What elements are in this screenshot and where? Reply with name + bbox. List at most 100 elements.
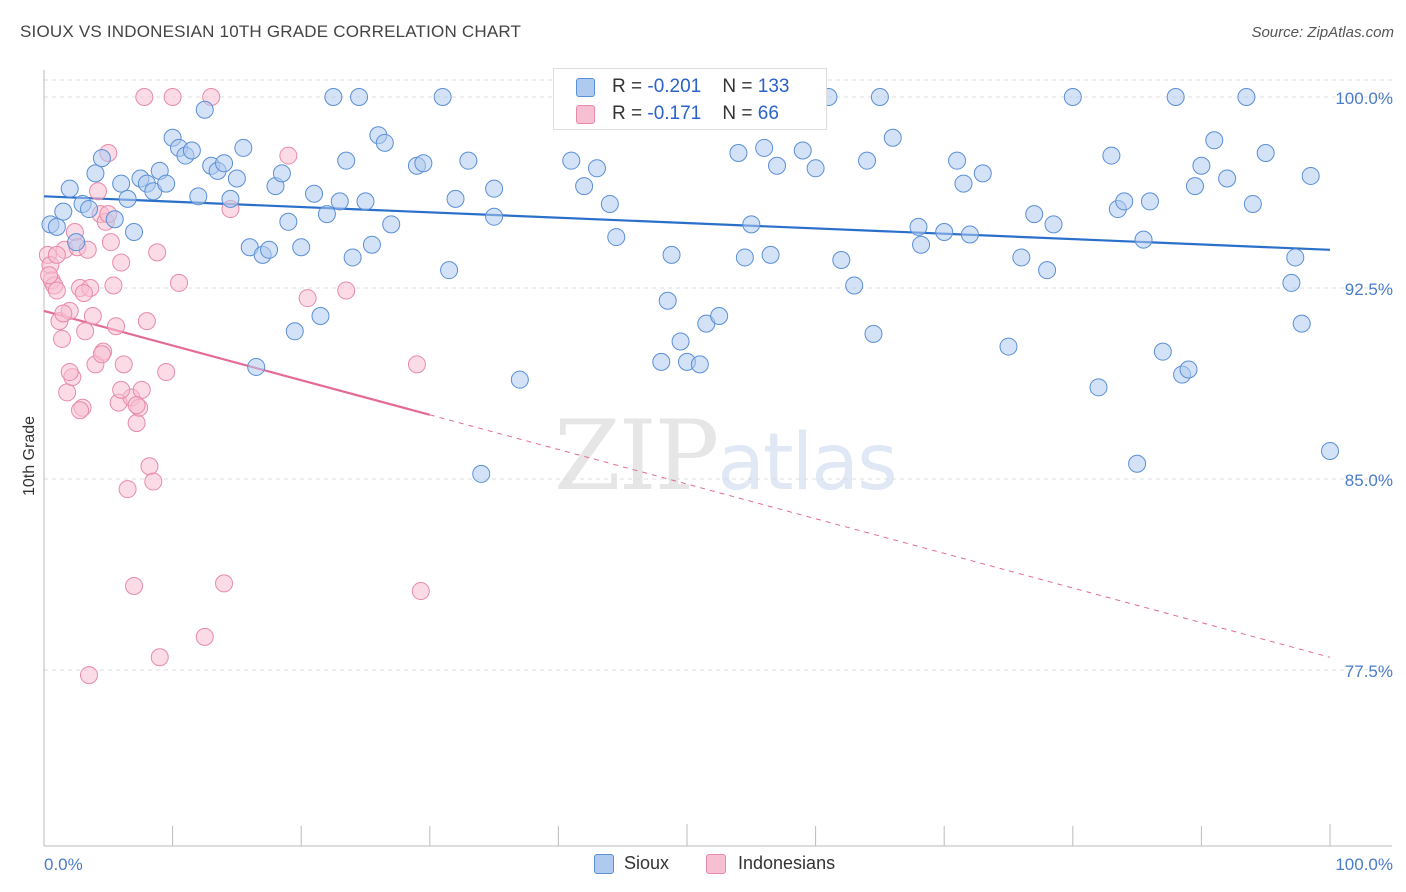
sioux-point [1205,131,1224,150]
sioux-point [912,235,931,254]
sioux-point [362,235,381,254]
sioux-point [1166,88,1185,106]
x-tick-label: 0.0% [44,855,83,874]
sioux-point [858,151,877,170]
legend-r-label: R = [612,76,648,97]
indonesians-point [279,146,298,165]
sioux-point [112,174,131,193]
chart-title: SIOUX VS INDONESIAN 10TH GRADE CORRELATI… [20,22,522,41]
sioux-point [768,156,787,175]
sioux-point [1044,215,1063,234]
watermark: ZIPatlas [554,400,898,512]
sioux-point [356,192,375,211]
sioux-point [793,141,812,160]
sioux-point [234,138,253,157]
sioux-point [864,324,883,343]
legend-n-label: N = [722,103,758,124]
y-tick-label: 77.5% [1345,662,1393,681]
sioux-point [1153,342,1172,361]
sioux-point [317,205,336,224]
sioux-point [182,141,201,160]
sioux-point [954,174,973,193]
indonesians-point [137,312,156,331]
sioux-trend-line [43,195,1331,251]
indonesians-point [411,582,430,601]
sioux-point [690,355,709,374]
x-tick-label: 100.0% [1335,855,1393,874]
sioux-point [1243,194,1262,213]
indonesians-point [127,396,146,415]
legend-r-value: -0.201 [647,76,702,97]
sioux-point [761,245,780,264]
sioux-point [1128,454,1147,473]
y-axis-label: 10th Grade [21,416,38,496]
axes [43,70,1392,847]
sioux-point [806,159,825,178]
sioux-point [671,332,690,351]
legend-swatch-indonesians [576,105,595,124]
indonesians-point [53,329,72,348]
sioux-point [1038,261,1057,280]
sioux-point [1140,192,1159,211]
series-swatch-sioux [594,854,614,874]
sioux-point [86,164,105,183]
indonesians-point [76,322,95,341]
sioux-point [227,169,246,188]
sioux-point [607,228,626,247]
indonesians-point [112,380,131,399]
y-tick-label: 85.0% [1345,471,1393,490]
indonesians-point [140,457,159,476]
y-tick-label: 100.0% [1335,89,1393,108]
sioux-point [960,225,979,244]
sioux-point [1102,146,1121,165]
sioux-point [221,189,240,208]
sioux-point [662,245,681,264]
series-label-indonesians: Indonesians [738,853,836,873]
sioux-point [485,179,504,198]
indonesians-point [47,245,66,264]
sioux-point [600,194,619,213]
sioux-point [382,215,401,234]
y-tick-label: 92.5% [1345,280,1393,299]
trend-lines [43,195,1331,658]
sioux-point [459,151,478,170]
sioux-point [311,307,330,326]
indonesians-trend-extension [429,414,1331,658]
sioux-point [909,217,928,236]
sioux-point [587,159,606,178]
indonesians-point [40,266,59,285]
sioux-point [1286,248,1305,267]
sioux-point [1012,248,1031,267]
indonesians-point [83,307,102,326]
sioux-point [80,200,99,219]
sioux-point [1134,230,1153,249]
legend-n-value: 133 [757,76,790,97]
indonesians-point [407,355,426,374]
sioux-point [247,357,266,376]
sioux-point [1063,88,1082,106]
sioux-point [1192,156,1211,175]
correlation-legend: R = -0.201 N = 133 R = -0.171 N = 66 [553,68,827,130]
sioux-point [279,212,298,231]
indonesians-point [337,281,356,300]
sioux-point [54,202,73,221]
sioux-point [1237,88,1256,106]
sioux-point [157,174,176,193]
sioux-point [1321,441,1339,460]
series-label-sioux: Sioux [624,853,670,873]
indonesians-point [127,413,146,432]
indonesians-point [58,383,77,402]
sioux-point [1179,360,1198,379]
indonesians-point [148,243,167,262]
sioux-point [67,233,86,252]
sioux-point [292,238,311,257]
series-swatch-indonesians [706,854,726,874]
sioux-point [305,184,324,203]
sioux-point [472,464,491,483]
legend-r-value: -0.171 [647,103,702,124]
sioux-point [742,215,761,234]
sioux-point [60,179,79,198]
sioux-point [105,210,124,229]
sioux-point [729,144,748,163]
sioux-point [1089,378,1108,397]
